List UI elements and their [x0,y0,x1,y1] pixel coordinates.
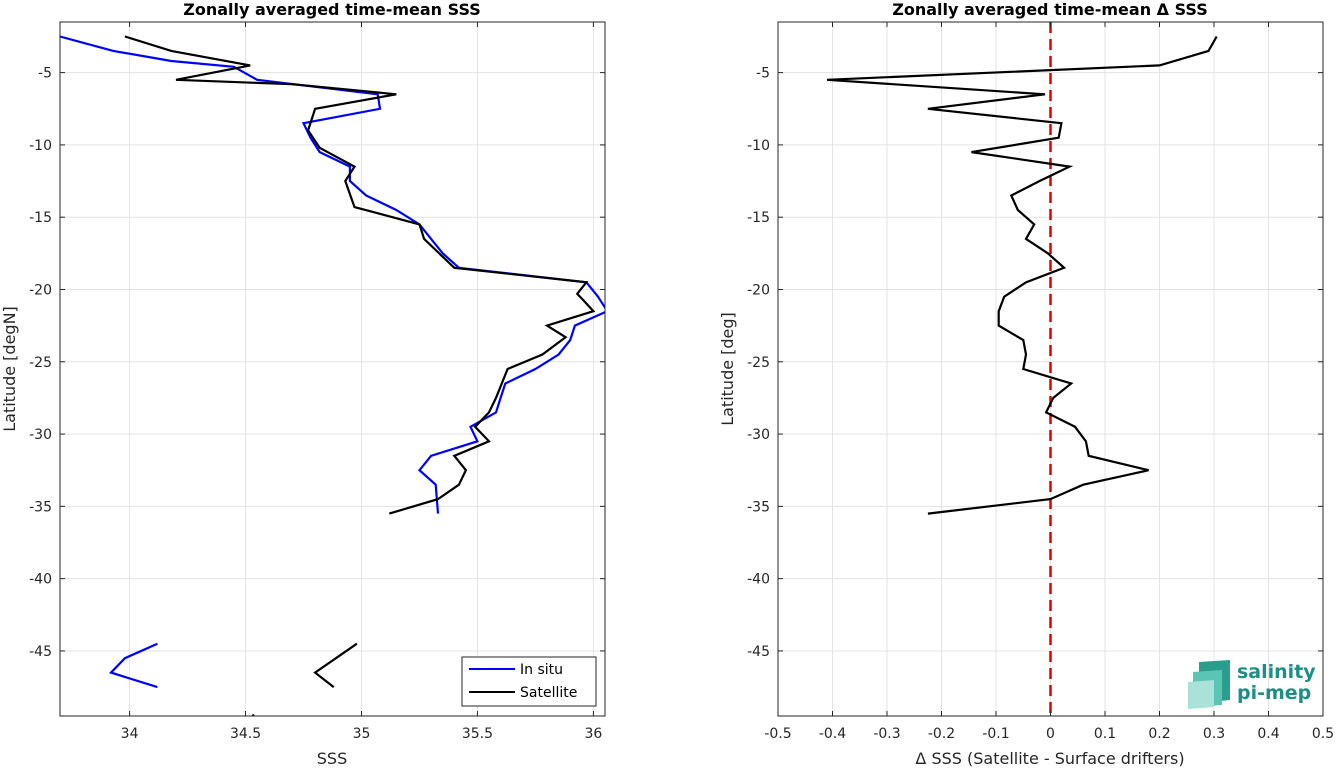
logo-line-1: salinity [1237,661,1316,683]
y-tick-label: -40 [747,572,770,588]
logo-line-2: pi-mep [1237,682,1311,704]
y-tick-label: -30 [29,427,52,443]
y-ticks: -5 -10 -15 -20 -25 -30 -35 -40 -45 [747,66,1323,660]
legend-label-in-situ: In situ [520,662,563,678]
x-tick-label: 35 [353,726,371,742]
legend: In situ Satellite [461,656,597,707]
wave-logo-icon [1188,660,1230,709]
sss-panel: Zonally averaged time-mean SSS 34 34.5 35 3… [0,0,606,768]
grid [60,22,605,716]
legend-label-satellite: Satellite [520,685,577,701]
x-ticks: 34 34.5 35 35.5 36 [121,22,602,742]
y-tick-label: -30 [747,427,770,443]
y-tick-label: -25 [29,355,52,371]
series-line-delta-sss [826,35,1218,515]
x-tick-label: 35.5 [462,726,493,742]
x-tick-label: 0 [1046,726,1055,742]
y-axis-label: Latitude [deg] [718,312,737,426]
plot-frame [59,21,606,717]
series-group [60,35,605,716]
series-line-in-situ [108,642,158,689]
y-tick-label: -5 [756,66,770,82]
x-axis-label: Δ SSS (Satellite - Surface drifters) [915,749,1184,768]
series-line-satellite [251,713,256,716]
y-tick-label: -35 [29,499,52,515]
x-tick-label: -0.4 [819,726,846,742]
y-tick-label: -20 [29,282,52,298]
chart-title: Zonally averaged time-mean SSS [183,0,481,19]
y-tick-label: -5 [38,66,52,82]
y-tick-label: -10 [747,138,770,154]
x-tick-label: 0.1 [1094,726,1116,742]
y-tick-label: -20 [747,282,770,298]
series-lines [60,35,605,716]
series-line-satellite [124,35,596,515]
y-tick-label: -45 [29,644,52,660]
chart-title: Zonally averaged time-mean Δ SSS [892,0,1208,19]
series-lines [826,22,1218,716]
y-tick-label: -10 [29,138,52,154]
x-ticks: -0.5 -0.4 -0.3 -0.2 -0.1 0 0.1 0.2 0.3 0.4 0.5 [764,22,1334,742]
x-tick-label: -0.5 [764,726,791,742]
x-tick-label: -0.1 [982,726,1009,742]
x-tick-label: 34.5 [230,726,261,742]
series-group [826,22,1218,716]
y-tick-label: -45 [747,644,770,660]
y-tick-label: -15 [29,210,52,226]
y-tick-label: -40 [29,572,52,588]
x-tick-label: 34 [121,726,139,742]
legend-box [461,656,597,707]
x-axis-label: SSS [317,749,347,768]
x-tick-label: 0.4 [1257,726,1279,742]
x-tick-label: -0.3 [873,726,900,742]
x-tick-label: 36 [584,726,602,742]
delta-sss-panel: Zonally averaged time-mean Δ SSS -0.5 -0.… [718,0,1334,768]
y-tick-label: -15 [747,210,770,226]
y-tick-label: -25 [747,355,770,371]
x-tick-label: 0.5 [1312,726,1334,742]
y-tick-label: -35 [747,499,770,515]
series-line-satellite [313,642,358,688]
x-tick-label: 0.3 [1203,726,1225,742]
y-ticks: -5 -10 -15 -20 -25 -30 -35 -40 -45 [29,66,605,660]
salinity-pi-mep-logo: salinity pi-mep [1188,660,1316,709]
y-axis-label: Latitude [degN] [0,306,19,432]
x-tick-label: -0.2 [928,726,955,742]
x-tick-label: 0.2 [1148,726,1170,742]
